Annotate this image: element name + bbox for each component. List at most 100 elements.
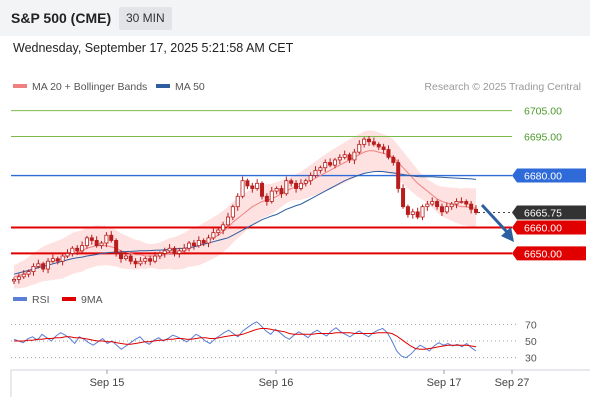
candle: [123, 251, 128, 261]
candle: [80, 241, 85, 253]
x-tick-label: Sep 15: [90, 377, 125, 389]
candle: [357, 140, 362, 155]
legend-swatch-ma20: [13, 84, 27, 88]
candle: [211, 228, 216, 240]
level-label-6695.00: 6695.00: [524, 132, 562, 144]
candle: [410, 208, 415, 219]
candle: [449, 202, 454, 210]
candle: [250, 182, 255, 193]
legend-swatch-rsi-ma: [62, 297, 76, 301]
level-tag-6665.75: [512, 205, 586, 220]
candle: [473, 205, 478, 215]
candle: [36, 259, 41, 269]
rsi-ma-line: [14, 328, 477, 350]
legend-label-rsi: RSI: [32, 294, 50, 306]
candle: [46, 258, 51, 274]
level-label-6660.00: 6660.00: [524, 222, 562, 234]
candle: [469, 200, 474, 214]
x-tick-label: Sep 27: [495, 377, 530, 389]
candle: [303, 178, 308, 187]
candle: [313, 166, 318, 178]
candle: [172, 246, 177, 257]
candle: [153, 251, 158, 264]
candle: [274, 186, 279, 195]
candle: [371, 137, 376, 147]
candle: [16, 273, 21, 284]
candle: [240, 176, 245, 199]
candle: [206, 234, 211, 248]
candle: [396, 159, 401, 193]
candle: [367, 136, 372, 146]
candle: [294, 180, 299, 193]
candle: [26, 269, 31, 278]
legend-label-ma50: MA 50: [175, 81, 205, 93]
candle: [84, 235, 89, 249]
candle: [221, 221, 226, 235]
candle: [148, 255, 153, 266]
candle: [401, 184, 406, 209]
rsi-line: [13, 321, 477, 359]
candle: [162, 247, 167, 258]
chart-header: S&P 500 (CME) 30 MIN: [0, 0, 590, 36]
candle: [337, 154, 342, 165]
candle: [386, 145, 391, 160]
rsi-tick-50: 50: [525, 336, 537, 348]
interval-button[interactable]: 30 MIN: [119, 7, 172, 30]
candle: [347, 152, 352, 164]
candle: [191, 239, 196, 250]
level-tag-6680.00: [512, 168, 586, 183]
candle: [323, 159, 328, 172]
candlesticks: [11, 136, 478, 285]
candle: [94, 236, 99, 248]
candle: [405, 204, 410, 218]
rsi-tick-70: 70: [525, 319, 537, 331]
candle: [381, 143, 386, 154]
candle: [284, 176, 289, 196]
candle: [109, 231, 114, 243]
candle: [157, 251, 162, 260]
candle: [464, 199, 469, 208]
rsi-lines: [13, 321, 477, 359]
price-level-labels: 6705.00 6695.00 6680.00 6665.75 6660.00 6650.…: [512, 106, 586, 261]
candle: [444, 202, 449, 214]
rsi-legend: RSI 9MA: [13, 294, 103, 306]
candle: [133, 258, 138, 268]
instrument-title: S&P 500 (CME): [11, 10, 112, 26]
candle: [11, 277, 16, 285]
candle: [65, 249, 70, 259]
candle: [167, 244, 172, 253]
candle: [245, 178, 250, 190]
x-tick-label: Sep 16: [259, 377, 294, 389]
candle: [143, 256, 148, 265]
x-tick-label: Sep 17: [427, 377, 462, 389]
candle: [362, 137, 367, 148]
candle: [269, 186, 274, 204]
candle: [55, 256, 60, 265]
research-credit: Research © 2025 Trading Central: [424, 81, 581, 93]
candle: [187, 240, 192, 252]
forecast-arrow: [480, 203, 514, 242]
main-legend: MA 20 + Bollinger Bands MA 50: [13, 81, 205, 93]
candle: [318, 165, 323, 174]
candle: [279, 185, 284, 198]
candle: [41, 261, 46, 273]
candle: [177, 247, 182, 258]
candle: [459, 197, 464, 204]
candle: [425, 200, 430, 211]
timestamp: Wednesday, September 17, 2025 5:21:58 AM…: [13, 41, 294, 55]
price-levels: [11, 110, 512, 255]
candle: [104, 232, 109, 248]
candle: [50, 254, 55, 264]
level-label-6665.75: 6665.75: [524, 208, 562, 220]
level-tag-6650.00: [512, 246, 586, 261]
candle: [230, 204, 235, 221]
candle: [420, 204, 425, 221]
candle: [70, 246, 75, 257]
candle: [430, 197, 435, 207]
candle: [415, 207, 420, 220]
candle: [99, 240, 104, 249]
candle: [332, 157, 337, 169]
x-axis-ticks: Sep 15 Sep 16 Sep 17 Sep 27: [90, 370, 530, 389]
candle: [196, 236, 201, 248]
